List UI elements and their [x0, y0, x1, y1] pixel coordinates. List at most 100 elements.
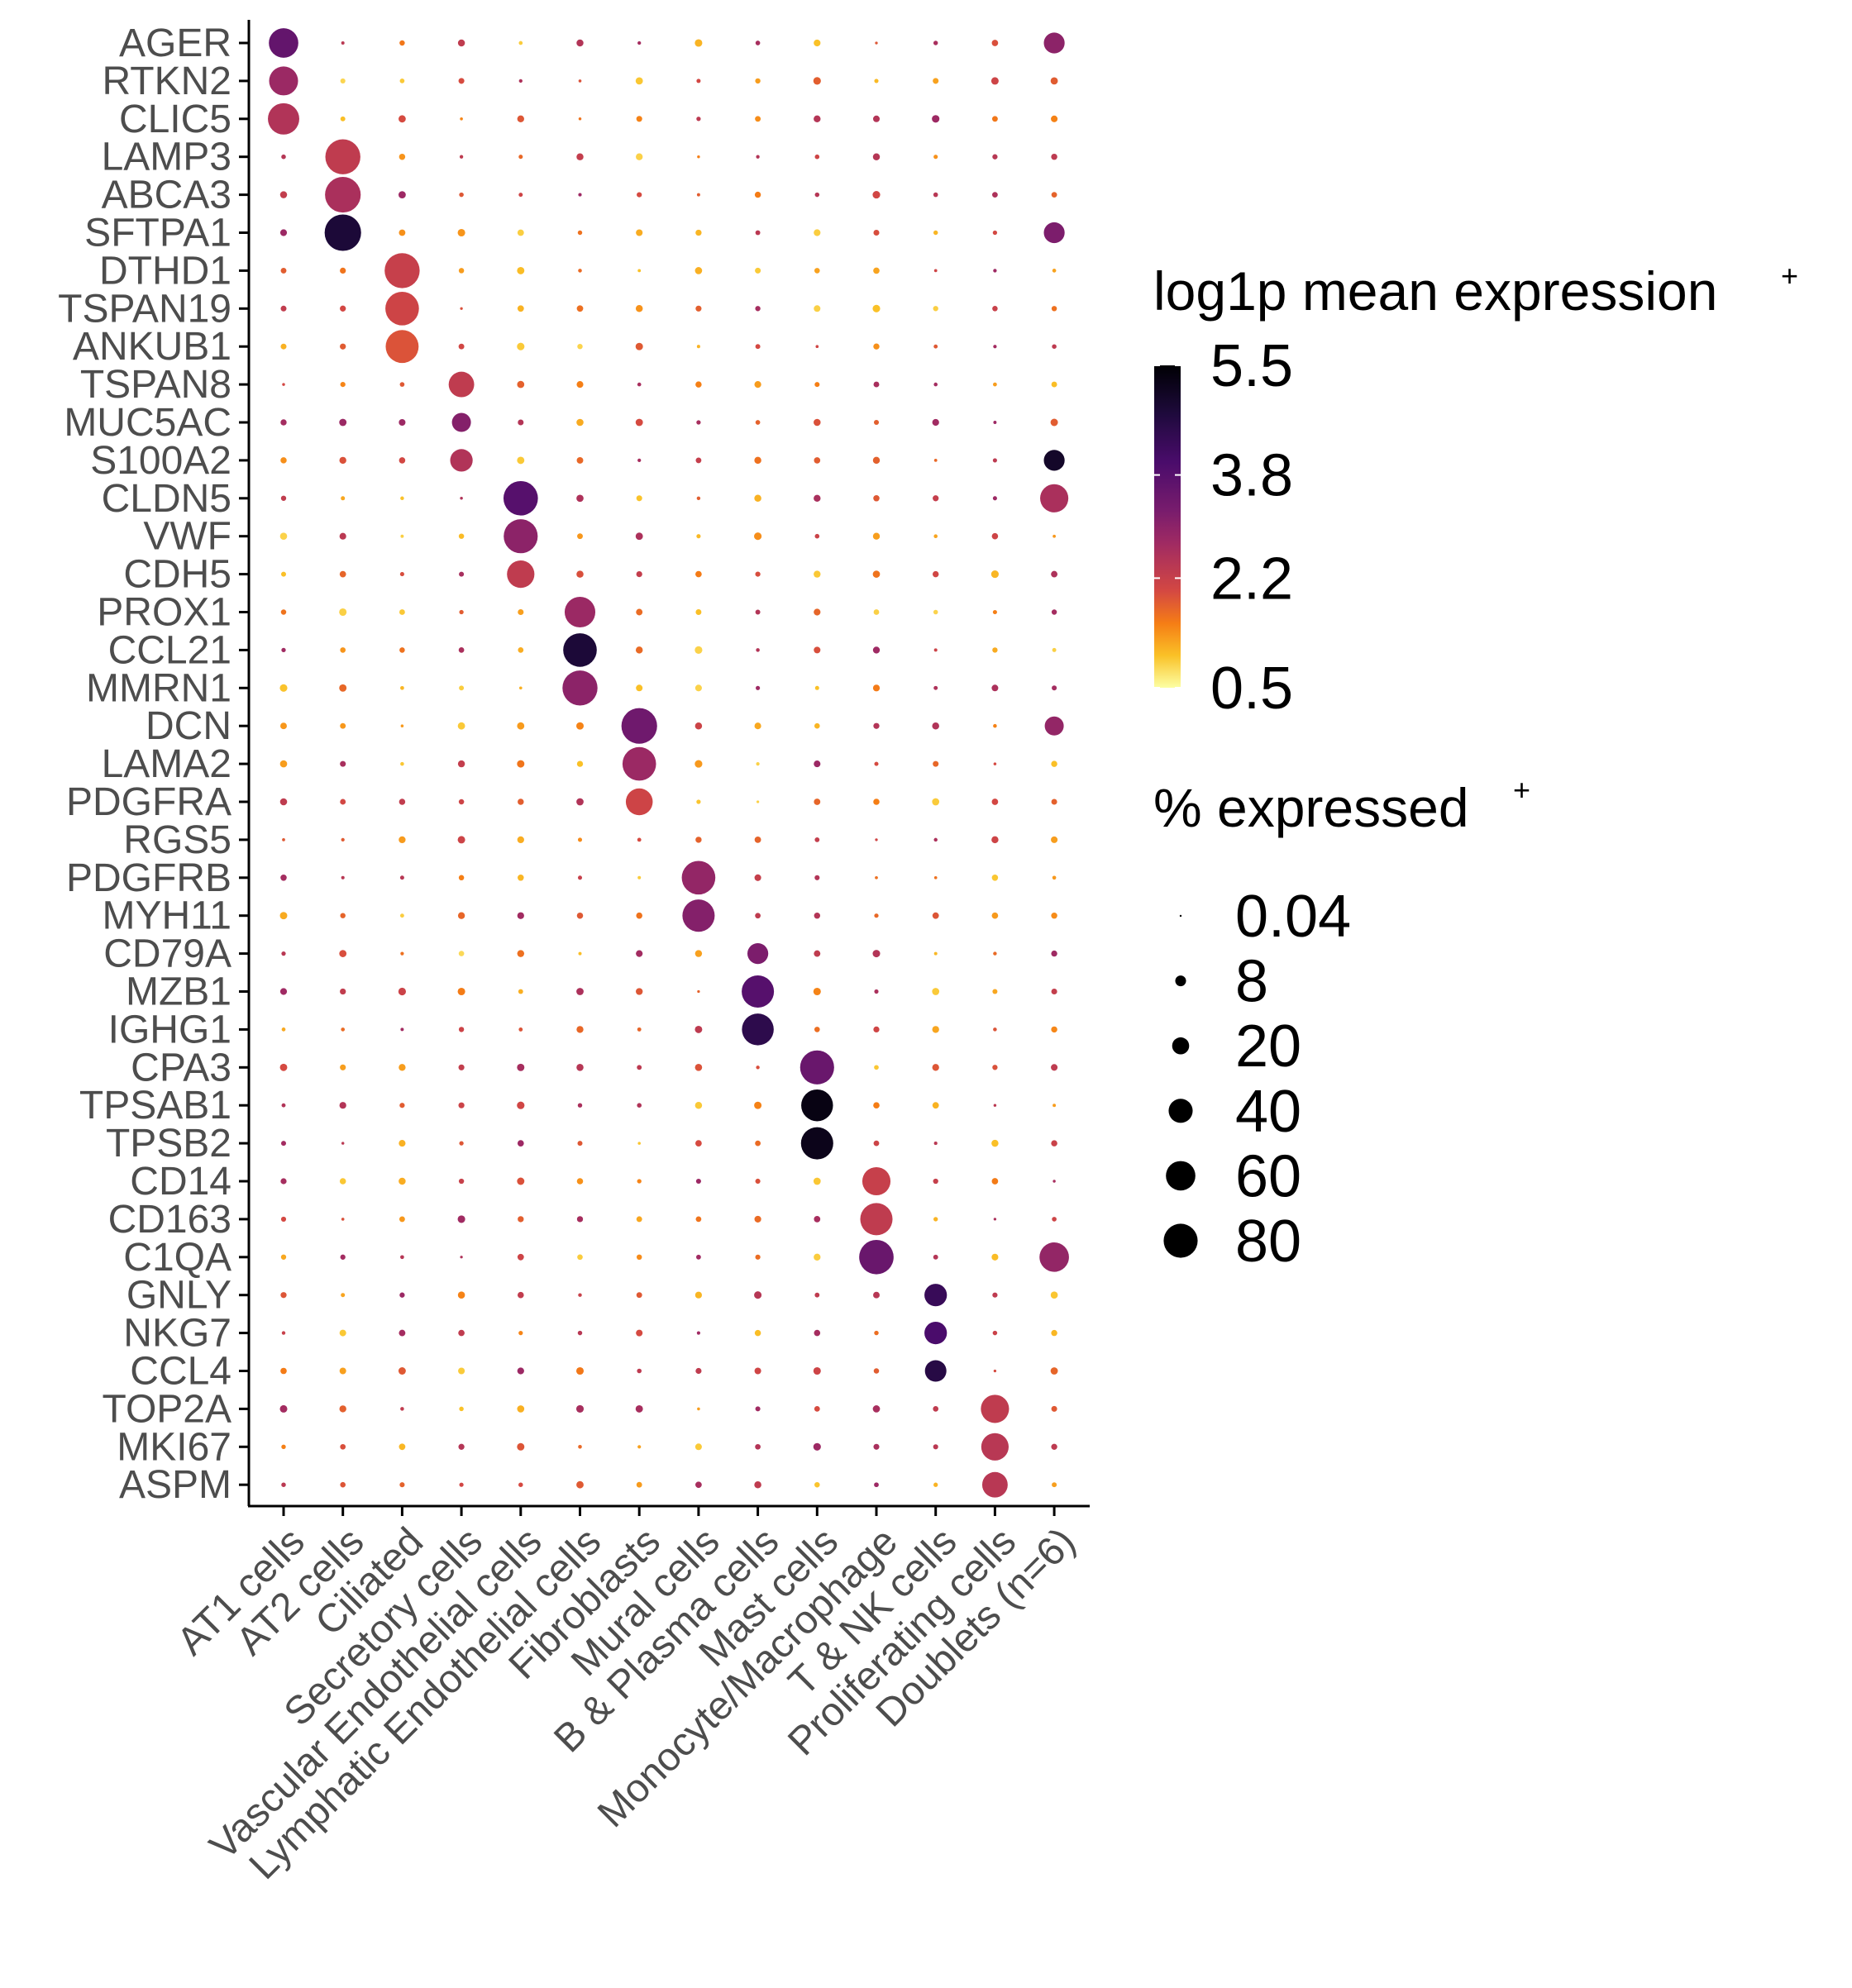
dot-lamp3-2	[399, 153, 406, 160]
dot-prox1-12	[992, 609, 997, 615]
dot-top2a-7	[697, 1407, 700, 1411]
dot-sftpa1-2	[399, 229, 406, 236]
dot-muc5ac-11	[932, 418, 939, 427]
y-axis-ticks: AGERRTKN2CLIC5LAMP3ABCA3SFTPA1DTHD1TSPAN…	[58, 21, 249, 1507]
dot-mmrn1-11	[933, 685, 938, 690]
dot-s100a2-10	[872, 456, 881, 465]
dot-rgs5-7	[695, 837, 702, 843]
size-legend-dot	[1179, 914, 1182, 918]
dot-rtkn2-2	[399, 79, 405, 83]
dot-abca3-11	[933, 192, 938, 198]
dot-dthd1-3	[458, 268, 465, 274]
dot-c1qa-3	[460, 1256, 463, 1259]
dot-mzb1-12	[992, 989, 998, 994]
dot-rgs5-0	[282, 838, 285, 841]
dot-mki67-6	[637, 1445, 642, 1449]
dot-pdgfra-12	[991, 799, 999, 805]
dot-s100a2-11	[933, 459, 938, 462]
dot-tspan19-6	[635, 305, 643, 312]
y-tick-label: DTHD1	[99, 249, 232, 293]
dot-clic5-2	[399, 115, 406, 123]
dot-mmrn1-10	[872, 684, 881, 692]
dot-ccl21-8	[756, 648, 760, 652]
dot-sftpa1-13	[1043, 222, 1065, 244]
dot-ighg1-4	[518, 1027, 523, 1032]
dot-sftpa1-6	[636, 229, 643, 236]
dot-tspan19-1	[340, 305, 346, 312]
dot-lama2-7	[694, 760, 703, 768]
dot-mki67-9	[813, 1442, 821, 1451]
dot-mmrn1-5	[562, 670, 598, 706]
dot-aspm-0	[281, 1482, 286, 1487]
dot-gnly-12	[992, 1292, 998, 1298]
dot-abca3-7	[696, 193, 700, 197]
dot-c1qa-6	[636, 1254, 642, 1261]
dot-cdh5-6	[636, 570, 642, 578]
dot-ighg1-10	[873, 1026, 880, 1033]
dot-mmrn1-8	[756, 685, 761, 690]
dot-pdgfra-4	[518, 799, 524, 805]
dot-myh11-2	[399, 913, 404, 918]
dot-abca3-2	[398, 191, 406, 199]
dot-top2a-9	[814, 1405, 820, 1412]
dot-cpa3-9	[800, 1050, 834, 1085]
dot-c1qa-0	[280, 1254, 287, 1260]
y-tick-label: CLDN5	[102, 477, 232, 521]
dot-prox1-1	[339, 608, 347, 617]
dot-dthd1-12	[993, 269, 997, 273]
dot-dcn-11	[932, 722, 939, 730]
dot-gnly-13	[1050, 1291, 1058, 1299]
dot-cd79a-6	[636, 950, 643, 957]
dot-gnly-8	[754, 1291, 762, 1299]
dot-dcn-6	[621, 708, 657, 744]
dot-lama2-2	[400, 761, 404, 766]
dot-lama2-11	[933, 760, 939, 767]
color-legend-title: log1p mean expression	[1153, 260, 1717, 322]
dot-tspan8-9	[814, 382, 820, 388]
dot-mmrn1-2	[400, 685, 404, 690]
dot-rgs5-8	[754, 837, 761, 843]
dot-myh11-11	[932, 912, 939, 919]
size-legend-label: 8	[1235, 949, 1268, 1015]
dot-ccl21-2	[399, 647, 405, 653]
dot-ankub1-12	[993, 345, 997, 349]
dot-pdgfrb-7	[681, 861, 716, 895]
dot-cldn5-5	[576, 494, 584, 503]
dot-mzb1-2	[398, 987, 406, 996]
dot-lamp3-8	[756, 155, 760, 159]
dot-vwf-10	[872, 532, 881, 540]
y-tick-label: GNLY	[126, 1274, 232, 1318]
dot-myh11-9	[814, 912, 821, 919]
dot-rtkn2-11	[933, 78, 939, 84]
dot-lama2-4	[517, 760, 525, 768]
dot-prox1-11	[933, 609, 938, 615]
dot-dthd1-0	[280, 267, 287, 274]
dot-mki67-10	[873, 1443, 880, 1450]
dot-cpa3-2	[399, 1064, 406, 1071]
dot-cdh5-12	[990, 570, 999, 579]
dot-nkg7-0	[281, 1331, 286, 1335]
dot-mzb1-8	[742, 975, 775, 1008]
y-tick-label: PDGFRA	[66, 780, 232, 824]
dot-abca3-3	[459, 192, 464, 198]
dot-ccl21-1	[340, 647, 346, 653]
dot-cldn5-12	[992, 496, 997, 501]
dot-tpsab1-11	[932, 1102, 939, 1109]
dot-cd14-3	[458, 1178, 465, 1185]
dot-ankub1-5	[577, 343, 583, 350]
dot-aspm-13	[1052, 1482, 1057, 1488]
dot-ankub1-2	[385, 330, 419, 364]
dot-cd14-9	[813, 1177, 821, 1185]
y-tick-label: PROX1	[97, 591, 232, 635]
dot-s100a2-6	[637, 458, 642, 463]
y-tick-label: TSPAN19	[58, 287, 232, 331]
dot-s100a2-7	[695, 457, 702, 464]
dot-rtkn2-8	[755, 78, 761, 84]
dot-cd163-4	[518, 1216, 524, 1223]
dot-cpa3-11	[932, 1064, 939, 1071]
dot-rgs5-13	[1051, 836, 1058, 843]
dot-mmrn1-13	[1052, 685, 1057, 691]
dot-cdh5-9	[814, 570, 821, 578]
dot-cd163-2	[399, 1216, 405, 1223]
dot-s100a2-1	[339, 456, 346, 465]
